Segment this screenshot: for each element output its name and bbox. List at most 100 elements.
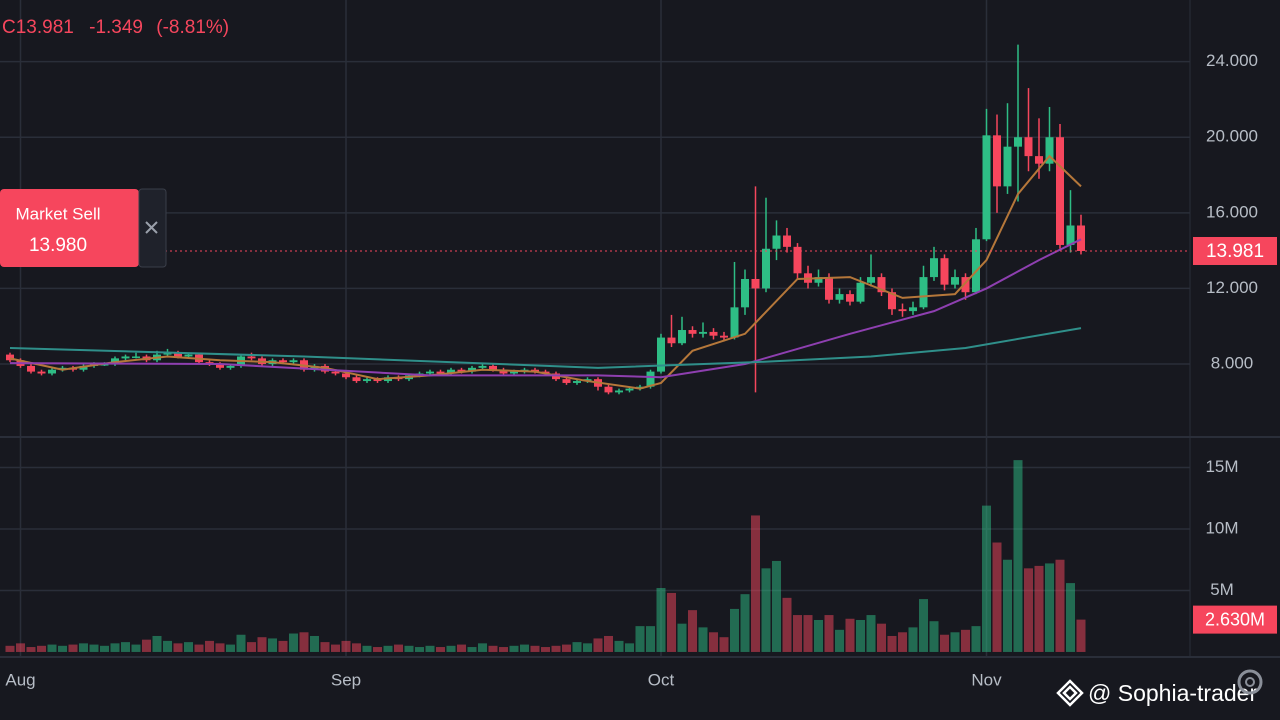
- order-button-bg[interactable]: [0, 189, 139, 267]
- order-button-price[interactable]: 13.980: [29, 235, 87, 256]
- order-button-label[interactable]: Market Sell: [15, 204, 100, 223]
- gear-hub[interactable]: [1245, 677, 1255, 687]
- x-tick-label: Sep: [331, 670, 361, 689]
- labels: Aug Sep Oct Nov 8.000 12.000 16.000 20.000 24.00…: [5, 51, 1277, 689]
- gear-ring[interactable]: [1237, 669, 1263, 695]
- volume-bar: [971, 626, 981, 652]
- candle-body: [762, 248, 770, 289]
- candle-body: [846, 294, 854, 302]
- volume-bar: [698, 627, 708, 652]
- volume-bar: [793, 615, 802, 652]
- candle-body: [657, 337, 665, 372]
- volume-bar: [887, 635, 897, 652]
- volume-tick-label: 15M: [1205, 457, 1238, 476]
- header-change: -1.349: [89, 17, 143, 38]
- settings-icon[interactable]: [1237, 669, 1263, 695]
- candle-body: [751, 278, 760, 289]
- volume-bar: [719, 637, 729, 652]
- candle-body: [688, 330, 697, 334]
- candle-body: [310, 365, 319, 370]
- candle-body: [1035, 156, 1043, 164]
- candle-body: [972, 239, 980, 293]
- volume-bar: [625, 643, 634, 652]
- x-tick-label: Nov: [971, 670, 1002, 689]
- candle-body: [1024, 137, 1033, 157]
- volume-bar: [215, 643, 225, 652]
- candle-body: [331, 371, 340, 374]
- candle-body: [993, 135, 1001, 187]
- volume-bar: [1076, 619, 1086, 652]
- candle-body: [1014, 137, 1022, 147]
- volume-bar: [856, 619, 865, 652]
- candle-body: [741, 278, 749, 308]
- volume-bar: [446, 645, 456, 652]
- candle-body: [48, 369, 56, 374]
- candle-body: [247, 356, 256, 359]
- volume-bar: [89, 644, 99, 652]
- volume-bar: [436, 647, 445, 652]
- volume-bar: [121, 642, 130, 652]
- volume-bar: [268, 638, 277, 652]
- candle-body: [898, 309, 907, 312]
- volume-bar: [961, 629, 970, 652]
- candle-body: [772, 235, 781, 249]
- volume-bar: [341, 640, 351, 652]
- x-tick-label: Aug: [5, 670, 35, 689]
- candle-body: [174, 352, 182, 357]
- order-button[interactable]: Market Sell 13.980: [0, 189, 139, 267]
- candle-body: [825, 277, 833, 300]
- candle-body: [783, 235, 791, 247]
- volume-bar: [205, 640, 214, 652]
- candle-body: [132, 356, 140, 358]
- candle-body: [615, 390, 623, 393]
- candle-body: [363, 379, 371, 382]
- last-price-box: [1193, 236, 1277, 265]
- volume-bar: [352, 643, 361, 652]
- volume-bar: [740, 594, 750, 652]
- volume-bar: [457, 644, 466, 652]
- candle-body: [457, 369, 466, 372]
- volume-bar: [37, 645, 46, 652]
- volume-bar: [551, 645, 561, 652]
- volume-bar: [142, 639, 151, 652]
- y-tick-label: 12.000: [1206, 278, 1258, 297]
- header-change-pct: (-8.81%): [156, 17, 229, 38]
- candle-body: [667, 337, 676, 344]
- candle-body: [37, 371, 46, 374]
- grid: [0, 0, 1190, 657]
- candle-body: [342, 373, 350, 378]
- volume-bar: [1045, 563, 1054, 652]
- volume-bar: [16, 643, 25, 652]
- close-icon[interactable]: [145, 221, 158, 234]
- volume-bar: [950, 632, 960, 652]
- volume-bar: [163, 640, 172, 652]
- candle-body: [1077, 225, 1085, 251]
- close-order-button[interactable]: [138, 188, 167, 268]
- candle-body: [867, 277, 875, 283]
- y-tick-label: 20.000: [1206, 127, 1258, 146]
- volume-bar: [667, 592, 676, 652]
- volume-bar: [593, 638, 603, 652]
- candle-body: [856, 282, 865, 302]
- volume-bar: [1066, 583, 1075, 652]
- volume-bar: [499, 647, 508, 652]
- candle-body: [720, 335, 728, 338]
- candle-body: [436, 371, 445, 374]
- volume-bar: [100, 645, 109, 652]
- volume-bar: [131, 644, 141, 652]
- volume-bar: [184, 642, 193, 652]
- volume-bar: [751, 515, 760, 652]
- volume-bar: [1003, 559, 1012, 652]
- volume-bar: [383, 645, 393, 652]
- volume-bar: [908, 627, 918, 652]
- candle-body: [888, 292, 896, 310]
- volume-bar: [772, 560, 781, 652]
- candle-body: [814, 277, 823, 283]
- y-tick-label: 24.000: [1206, 51, 1258, 70]
- moving-average: [9, 238, 1082, 379]
- candle-body: [1003, 146, 1012, 187]
- candle-body: [121, 356, 130, 359]
- candle-body: [489, 365, 497, 370]
- volume-bar: [425, 645, 435, 652]
